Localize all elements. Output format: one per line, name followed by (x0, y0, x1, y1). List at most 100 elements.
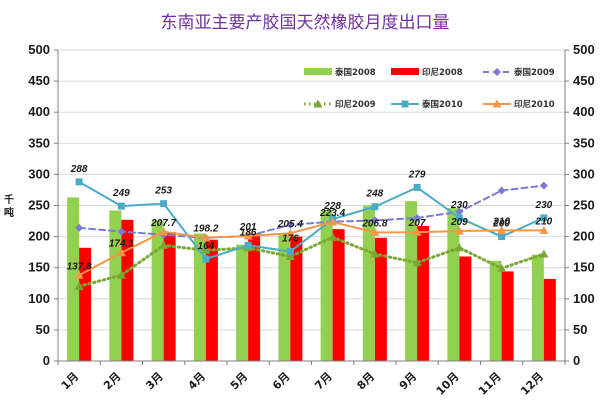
y-tick-label-right: 0 (573, 353, 580, 368)
data-label-泰国2010-5月: 186 (240, 227, 257, 238)
legend-label: 印尼2008 (422, 67, 463, 78)
y-tick-label-left: 350 (28, 135, 50, 150)
bar-印尼2008-10月 (459, 256, 472, 361)
point-印尼2009-7月 (328, 232, 338, 241)
data-label-泰国2010-2月: 249 (112, 188, 130, 199)
point-泰国2009-12月 (539, 181, 548, 190)
y-tick-label-left: 150 (28, 260, 50, 275)
legend-label: 泰国2008 (334, 67, 376, 78)
data-label-泰国2010-4月: 164 (198, 241, 215, 252)
legend: 泰国2008 印尼2008 泰国2009 印尼2009 泰国2010 印尼2010 (304, 67, 555, 110)
grid (58, 49, 565, 331)
bar-泰国2008-9月 (405, 201, 418, 361)
data-label-泰国2010-8月: 248 (366, 189, 384, 200)
y-axis-label-top: 千 (4, 193, 14, 206)
legend-item-泰国2010: 泰国2010 (391, 99, 463, 110)
line-泰国2010 (78, 180, 545, 261)
chart-title: 东南亚主要产胶国天然橡胶月度出口量 (161, 13, 450, 33)
x-tick-label: 1月 (59, 370, 81, 392)
point-印尼2010-11月 (497, 225, 507, 234)
data-label-泰国2010-9月: 279 (408, 169, 426, 180)
point-印尼2009-6月 (285, 252, 295, 261)
point-泰国2009-10月 (455, 207, 464, 216)
data-label-泰国2010-10月: 230 (450, 200, 468, 211)
point-泰国2010-4月 (202, 255, 210, 263)
point-泰国2009-2月 (117, 227, 126, 236)
point-印尼2010-8月 (370, 227, 380, 236)
legend-marker (313, 99, 323, 108)
bar-泰国2008-2月 (109, 210, 122, 361)
x-tick-label: 6月 (270, 370, 292, 392)
point-泰国2009-9月 (413, 213, 422, 222)
point-印尼2010-12月 (539, 225, 549, 234)
bar-印尼2008-3月 (163, 232, 176, 361)
point-泰国2010-6月 (286, 248, 294, 256)
data-label-印尼2010-11月: 210 (492, 216, 510, 227)
line-layer (74, 178, 549, 290)
point-泰国2010-10月 (455, 214, 463, 222)
line-印尼2009 (77, 235, 546, 288)
point-印尼2010-2月 (116, 248, 126, 257)
bar-layer (67, 197, 556, 361)
y-tick-label-right: 350 (573, 135, 595, 150)
point-泰国2009-1月 (75, 223, 84, 232)
y-axis-label-bottom: 吨 (4, 206, 14, 219)
data-label-印尼2010-1月: 137.8 (67, 261, 92, 272)
y-tick-label-left: 300 (28, 166, 50, 181)
point-印尼2009-2月 (116, 270, 126, 279)
point-泰国2010-12月 (540, 214, 548, 222)
point-印尼2009-1月 (74, 281, 84, 290)
data-label-泰国2010-11月: 200 (492, 219, 510, 230)
point-泰国2010-2月 (117, 202, 125, 210)
point-印尼2010-1月 (74, 270, 84, 279)
legend-item-印尼2009: 印尼2009 (304, 99, 376, 110)
point-印尼2009-12月 (539, 249, 549, 258)
x-tick-label: 4月 (186, 370, 208, 392)
y-tick-label-left: 500 (28, 42, 50, 57)
y-tick-label-right: 450 (573, 73, 595, 88)
point-印尼2010-9月 (412, 227, 422, 236)
y-tick-label-left: 50 (36, 322, 50, 337)
y-tick-label-right: 150 (573, 260, 595, 275)
bar-泰国2008-4月 (193, 233, 206, 361)
data-label-泰国2010-7月: 228 (323, 201, 341, 212)
point-印尼2009-10月 (454, 243, 464, 252)
legend-item-泰国2009: 泰国2009 (483, 67, 555, 78)
legend-marker (401, 100, 409, 108)
data-label-印尼2010-2月: 174.1 (109, 239, 134, 250)
point-印尼2009-11月 (497, 263, 507, 272)
bar-泰国2008-8月 (362, 205, 375, 361)
bar-印尼2008-7月 (332, 229, 345, 361)
data-label-layer: 288 249 253 164 186 176 228 248 279 230 200 230 137.… (67, 164, 553, 272)
bar-印尼2008-9月 (417, 226, 430, 361)
y-tick-label-right: 300 (573, 166, 595, 181)
bar-泰国2008-7月 (320, 209, 333, 361)
point-印尼2010-10月 (454, 226, 464, 235)
x-tick-label: 11月 (476, 370, 504, 398)
data-label-泰国2010-1月: 288 (70, 164, 88, 175)
bar-印尼2008-1月 (79, 247, 92, 361)
line-印尼2010 (78, 221, 545, 277)
y-tick-label-left: 100 (28, 291, 50, 306)
data-label-印尼2010-4月: 198.2 (193, 224, 218, 235)
x-tick-label: 5月 (228, 370, 250, 392)
bar-印尼2008-4月 (205, 239, 218, 361)
legend-marker (493, 68, 501, 76)
legend-label: 泰国2009 (513, 67, 555, 78)
bar-泰国2008-10月 (447, 207, 460, 361)
data-label-印尼2010-12月: 210 (535, 216, 553, 227)
legend-item-泰国2008: 泰国2008 (304, 67, 376, 78)
y-tick-label-right: 400 (573, 104, 595, 119)
y-tick-label-right: 100 (573, 291, 595, 306)
x-tick-label: 7月 (312, 370, 334, 392)
point-泰国2009-6月 (286, 220, 295, 229)
bar-泰国2008-11月 (489, 260, 502, 361)
line-泰国2009 (78, 184, 545, 239)
x-tick-label: 2月 (101, 370, 123, 392)
data-label-印尼2010-6月: 205.4 (277, 219, 303, 230)
legend-label: 印尼2010 (514, 99, 555, 110)
point-泰国2010-3月 (160, 200, 168, 208)
x-tick-label: 12月 (518, 370, 546, 398)
data-label-印尼2010-10月: 209 (450, 217, 468, 228)
